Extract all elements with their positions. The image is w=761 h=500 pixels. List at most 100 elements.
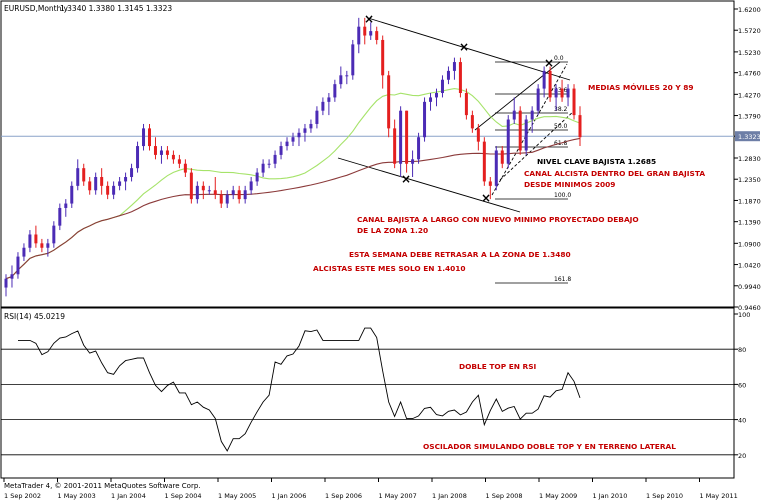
- candle-body: [28, 234, 32, 248]
- candle-body: [219, 194, 223, 204]
- candle-body: [76, 168, 80, 186]
- candle-body: [452, 62, 456, 71]
- candle-body: [159, 150, 163, 155]
- candle-body: [285, 141, 289, 147]
- candle-body: [291, 137, 295, 142]
- candle-body: [153, 146, 157, 155]
- candle-body: [470, 115, 474, 129]
- candle-body: [249, 181, 253, 191]
- candle-body: [58, 207, 62, 226]
- time-tick-label: 1 Sep 2004: [165, 492, 202, 500]
- candle-body: [165, 150, 169, 155]
- candle-body: [148, 128, 151, 147]
- candle-body: [52, 225, 56, 244]
- candle-body: [417, 137, 421, 160]
- candle-body: [225, 194, 229, 204]
- time-tick-label: 1 Jan 2006: [272, 492, 307, 500]
- price-tick-label: 1.3790: [738, 113, 761, 121]
- candle-body: [542, 70, 546, 89]
- rsi-line: [18, 327, 581, 452]
- rsi-tick-label: 40: [738, 417, 746, 425]
- candle-body: [70, 185, 74, 204]
- candle-body: [440, 79, 444, 94]
- price-tick-label: 1.6200: [738, 6, 761, 14]
- time-tick-label: 1 Jan 2010: [593, 492, 628, 500]
- annotation-label: CANAL BAJISTA A LARGO CON NUEVO MINIMO P…: [357, 215, 639, 224]
- candle-body: [333, 84, 337, 98]
- candle-body: [46, 243, 50, 248]
- candle-body: [100, 177, 104, 186]
- candle-body: [506, 119, 510, 164]
- candle-body: [34, 234, 38, 244]
- candle-body: [578, 115, 582, 138]
- time-tick-label: 1 May 2007: [379, 492, 417, 500]
- rsi-title: RSI(14) 45.0219: [4, 312, 65, 321]
- candle-body: [464, 93, 468, 116]
- symbol-title: EURUSD,Monthly: [4, 4, 68, 13]
- candles: [4, 17, 582, 297]
- candle-body: [82, 168, 86, 182]
- candle-body: [130, 168, 134, 178]
- price-tick-label: 1.0420: [738, 262, 761, 270]
- swing-point-x-marker: ×: [481, 191, 491, 205]
- candle-body: [435, 93, 438, 98]
- candle-body: [303, 128, 307, 133]
- price-tick-label: 1.2830: [738, 155, 761, 163]
- candle-body: [327, 97, 331, 102]
- candle-body: [423, 101, 427, 138]
- annotation-label: ALCISTAS ESTE MES SOLO EN 1.4010: [313, 264, 466, 273]
- price-tick-label: 1.2350: [738, 176, 761, 184]
- candle-body: [10, 274, 14, 279]
- candle-body: [118, 181, 122, 186]
- candle-body: [237, 190, 241, 200]
- fib-level-label: 100.0: [554, 192, 571, 199]
- time-tick-label: 1 May 2009: [539, 492, 577, 500]
- candle-body: [482, 141, 486, 182]
- uptrend-channel-mid: [499, 109, 576, 181]
- candle-body: [207, 190, 211, 192]
- candle-body: [124, 177, 128, 182]
- candle-body: [279, 146, 283, 155]
- price-tick-label: 1.4760: [738, 70, 761, 78]
- annotation-label: DE LA ZONA 1.20: [357, 226, 428, 235]
- time-tick-label: 1 Sep 2008: [486, 492, 523, 500]
- annotation-label: OSCILADOR SIMULANDO DOBLE TOP Y EN TERRE…: [423, 442, 676, 451]
- annotation-label: DESDE MINIMOS 2009: [524, 180, 615, 189]
- price-tick-label: 0.9460: [738, 304, 761, 312]
- candle-body: [572, 88, 576, 116]
- candle-body: [255, 172, 259, 182]
- candle-body: [261, 163, 265, 173]
- annotation-label: CANAL ALCISTA DENTRO DEL GRAN BAJISTA: [524, 169, 705, 178]
- candle-body: [88, 181, 92, 191]
- fib-level-label: 50.0: [554, 123, 568, 130]
- candle-body: [446, 70, 450, 80]
- time-tick-label: 1 Sep 2010: [646, 492, 683, 500]
- candle-body: [494, 150, 498, 186]
- annotation-label: MEDIAS MÓVILES 20 Y 89: [588, 83, 694, 92]
- fib-level-label: 0.0: [554, 55, 564, 62]
- candle-body: [213, 190, 217, 195]
- candle-body: [315, 110, 319, 124]
- candle-body: [512, 110, 516, 120]
- rsi-panel: [0, 307, 735, 479]
- candle-body: [345, 75, 349, 77]
- rsi-tick-label: 60: [738, 381, 746, 389]
- candle-body: [530, 110, 534, 120]
- fib-level-label: 161.8: [554, 276, 571, 283]
- candle-body: [231, 190, 235, 195]
- candle-body: [297, 132, 301, 138]
- candle-body: [106, 185, 110, 195]
- candle-body: [22, 247, 26, 257]
- ohlc-readout: 1.3340 1.3380 1.3145 1.3323: [60, 4, 172, 13]
- copyright: MetaTrader 4, © 2001-2011 MetaQuotes Sof…: [4, 482, 201, 490]
- candle-body: [393, 128, 397, 164]
- fib-level-label: 38.2: [554, 106, 568, 113]
- candle-body: [518, 110, 522, 151]
- candle-body: [524, 119, 528, 151]
- candle-body: [4, 278, 8, 288]
- price-tick-label: 1.1390: [738, 219, 761, 227]
- time-tick-label: 1 Jan 2008: [432, 492, 467, 500]
- price-tick-label: 1.4270: [738, 91, 761, 99]
- candle-body: [321, 101, 325, 111]
- candle-body: [548, 70, 552, 98]
